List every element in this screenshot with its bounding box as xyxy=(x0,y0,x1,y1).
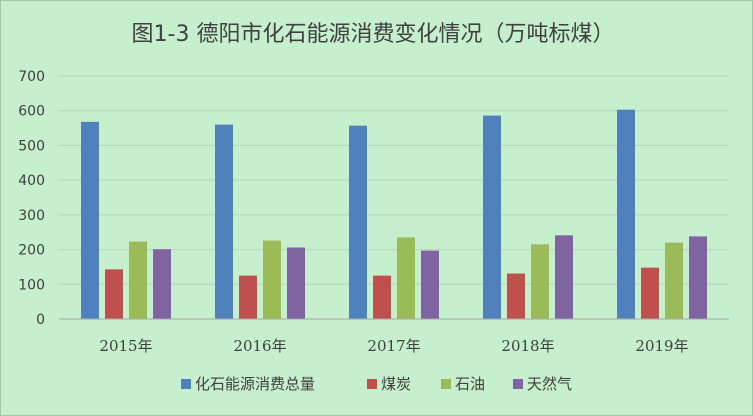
bar xyxy=(507,273,525,319)
chart-title: 图1-3 德阳市化石能源消费变化情况（万吨标煤） xyxy=(132,22,615,47)
bar xyxy=(531,244,549,319)
legend-label: 石油 xyxy=(455,375,485,393)
bar xyxy=(153,249,171,319)
y-tick-label: 600 xyxy=(18,104,45,120)
bar xyxy=(689,236,707,319)
x-tick-label: 2015年 xyxy=(99,337,152,355)
legend-swatch xyxy=(181,379,191,389)
bar xyxy=(263,240,281,319)
bar xyxy=(105,269,123,319)
y-axis-ticks: 0 100 200 300 400 500 600 700 xyxy=(18,69,45,328)
legend-label: 化石能源消费总量 xyxy=(195,375,315,393)
y-tick-label: 400 xyxy=(18,173,45,189)
bar xyxy=(373,275,391,319)
bar xyxy=(397,237,415,319)
bar xyxy=(239,275,257,319)
x-tick-label: 2017年 xyxy=(367,337,420,355)
legend-swatch xyxy=(513,379,523,389)
y-tick-label: 500 xyxy=(18,138,45,154)
y-tick-label: 700 xyxy=(18,69,45,85)
bar xyxy=(287,247,305,319)
y-tick-label: 200 xyxy=(18,243,45,259)
x-tick-label: 2018年 xyxy=(501,337,554,355)
bar xyxy=(129,241,147,319)
y-tick-label: 100 xyxy=(18,277,45,293)
bars xyxy=(81,109,707,320)
bar xyxy=(215,124,233,319)
y-tick-label: 300 xyxy=(18,208,45,224)
bar xyxy=(349,125,367,320)
legend-item-gas: 天然气 xyxy=(513,375,572,393)
bar xyxy=(81,121,99,319)
legend-swatch xyxy=(441,379,451,389)
x-axis-categories: 2015年 2016年 2017年 2018年 2019年 xyxy=(99,337,688,355)
legend-label: 天然气 xyxy=(527,375,572,393)
legend-swatch xyxy=(367,379,377,389)
bar xyxy=(641,267,659,319)
legend: 化石能源消费总量 煤炭 石油 天然气 xyxy=(181,375,572,393)
bar xyxy=(665,242,683,319)
legend-item-total: 化石能源消费总量 xyxy=(181,375,315,393)
legend-item-coal: 煤炭 xyxy=(367,375,411,393)
x-tick-label: 2016年 xyxy=(233,337,286,355)
legend-label: 煤炭 xyxy=(381,375,411,393)
y-tick-label: 0 xyxy=(36,312,45,328)
bar xyxy=(421,250,439,319)
x-tick-label: 2019年 xyxy=(635,337,688,355)
bar xyxy=(483,115,501,320)
legend-item-oil: 石油 xyxy=(441,375,485,393)
bar xyxy=(617,109,635,320)
bar xyxy=(555,235,573,319)
